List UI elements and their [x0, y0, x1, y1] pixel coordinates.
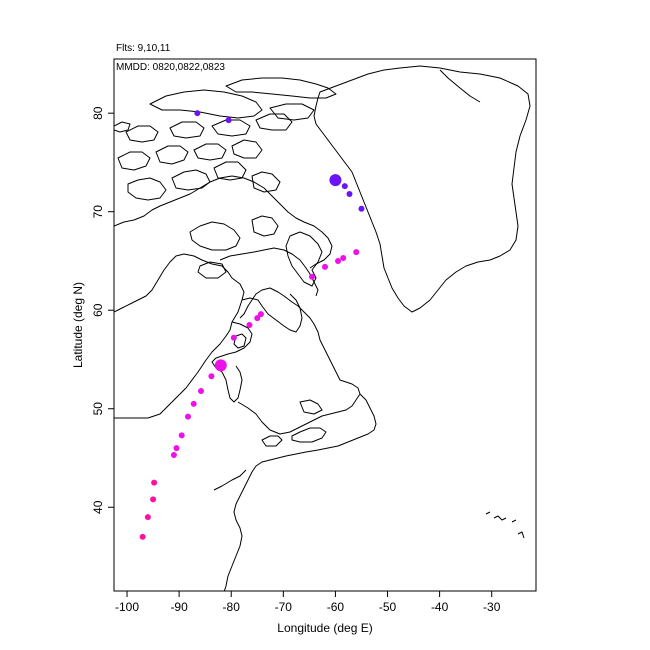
flight-point	[173, 445, 180, 452]
y-axis-title: Latitude (deg N)	[71, 282, 85, 368]
flights-label: Flts: 9,10,11	[116, 43, 171, 54]
x-tick-label: -30	[483, 600, 501, 614]
flight-point	[341, 183, 348, 190]
x-tick-label: -60	[327, 600, 345, 614]
flight-point	[358, 205, 365, 212]
flight-point	[150, 496, 157, 503]
flight-point	[208, 373, 215, 380]
flight-point	[335, 257, 342, 264]
flight-point	[170, 452, 177, 459]
flight-point	[184, 413, 191, 420]
y-tick-label: 60	[91, 303, 105, 317]
flight-point	[190, 400, 197, 407]
flight-point	[340, 255, 347, 262]
flight-point	[198, 388, 205, 395]
flight-point	[329, 174, 342, 187]
y-tick-label: 80	[91, 106, 105, 120]
y-tick-label: 70	[91, 205, 105, 219]
flight-point	[254, 315, 261, 322]
x-tick-label: -100	[115, 600, 139, 614]
flight-point	[214, 359, 227, 372]
x-tick-label: -70	[275, 600, 293, 614]
flight-point	[144, 514, 151, 521]
flight-point	[322, 263, 328, 270]
flight-point	[151, 479, 158, 486]
flight-point	[308, 273, 315, 280]
y-tick-label: 40	[91, 500, 105, 514]
flight-point	[346, 190, 353, 197]
x-tick-label: -40	[431, 600, 449, 614]
x-tick-label: -90	[170, 600, 188, 614]
flight-point	[257, 311, 264, 318]
flight-point	[225, 117, 232, 124]
flight-point	[139, 533, 146, 540]
axes: -100 -90 -80 -70 -60 -50 -40 -30 40 50 60 70 80	[91, 106, 501, 614]
flight-track-points	[139, 110, 365, 540]
x-tick-label: -50	[379, 600, 397, 614]
flight-point	[353, 249, 360, 256]
x-tick-label: -80	[223, 600, 241, 614]
flight-point	[178, 432, 185, 439]
x-axis-title: Longitude (deg E)	[277, 621, 372, 635]
plot-frame	[113, 58, 537, 592]
y-tick-label: 50	[91, 402, 105, 416]
flight-point	[194, 110, 201, 117]
flight-point	[230, 334, 237, 341]
coastline-map	[114, 65, 531, 591]
flight-point	[246, 322, 253, 328]
dates-label: MMDD: 0820,0822,0823	[116, 62, 225, 73]
